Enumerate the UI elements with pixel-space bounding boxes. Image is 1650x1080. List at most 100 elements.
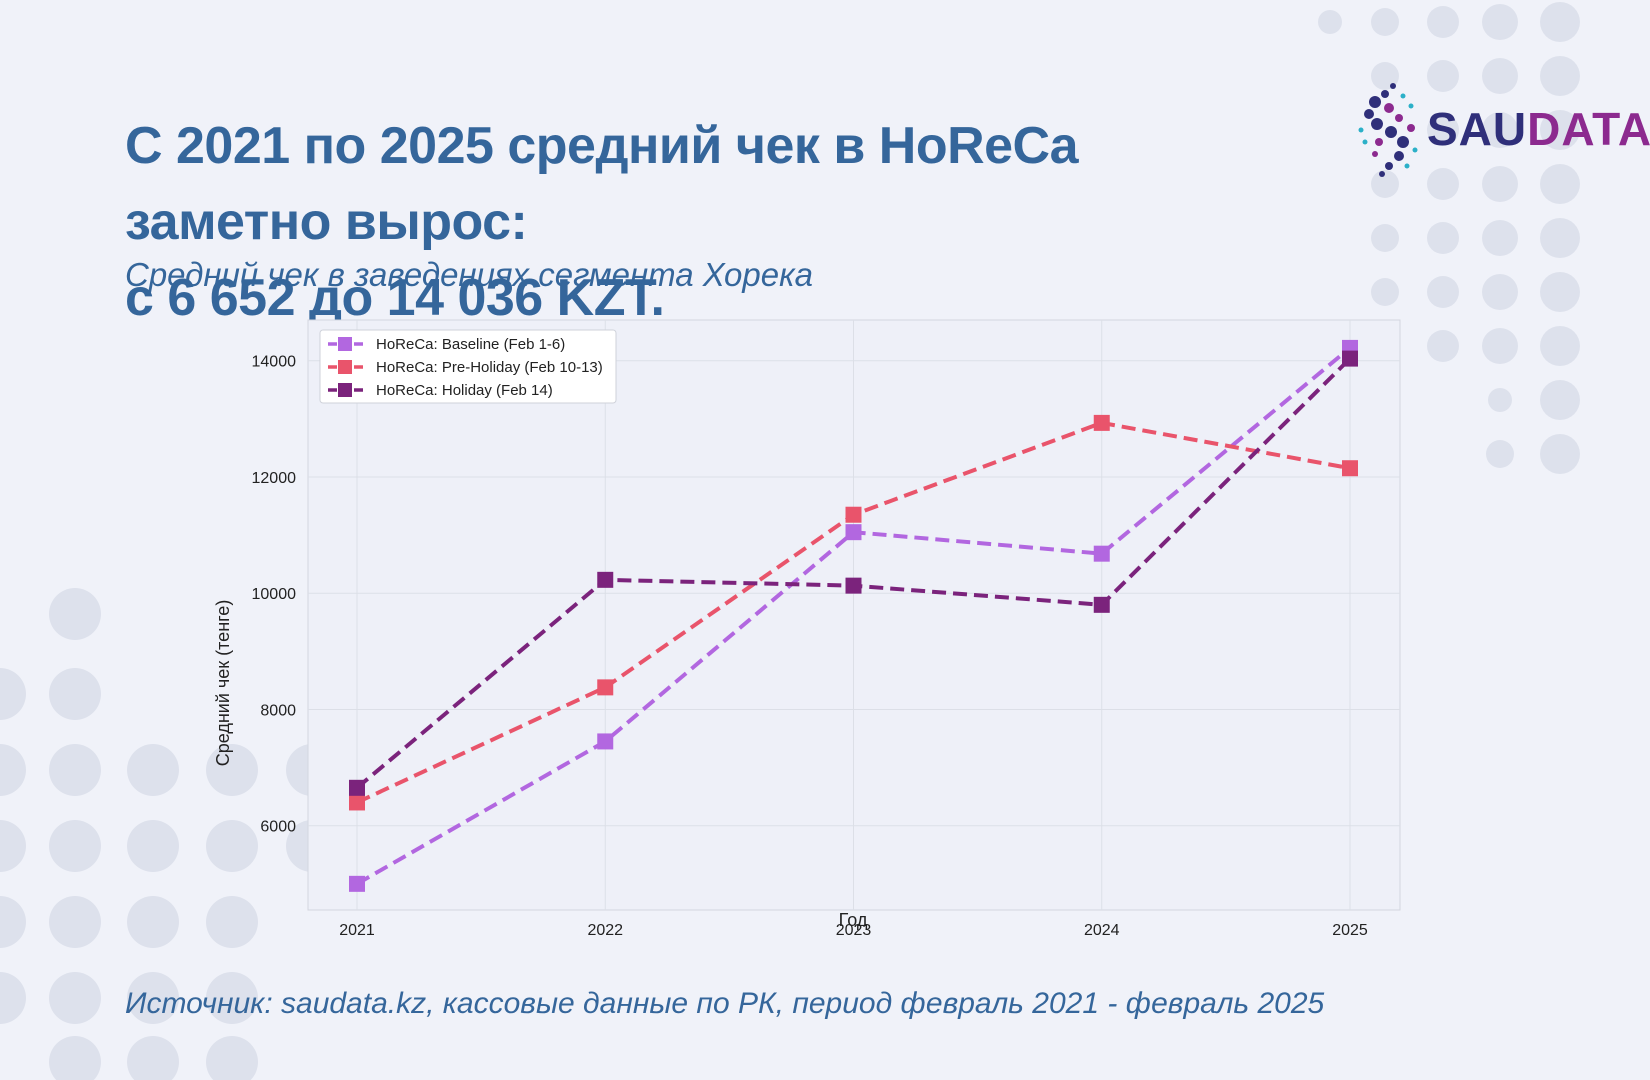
background-dot (1482, 58, 1518, 94)
background-dot (1427, 168, 1459, 200)
logo-mark-icon (1358, 83, 1418, 177)
chart-legend: HoReCa: Baseline (Feb 1-6) HoReCa: Pre-Ho… (319, 329, 617, 404)
background-dot (49, 820, 101, 872)
background-dot (1427, 6, 1459, 38)
background-dot (1540, 380, 1580, 420)
background-dot (1486, 440, 1514, 468)
data-point-marker (349, 794, 365, 811)
data-point-marker (1342, 350, 1358, 367)
legend-entry-label: HoReCa: Pre-Holiday (Feb 10-13) (376, 359, 603, 376)
background-dot (1488, 388, 1512, 412)
chart-subtitle: Средний чек в заведениях сегмента Хорека (125, 256, 814, 293)
background-dot (1540, 56, 1580, 96)
x-tick-label: 2025 (1332, 922, 1368, 939)
data-point-marker (1342, 460, 1358, 477)
background-dot (49, 1036, 101, 1080)
legend-box (319, 329, 617, 404)
x-axis-label: Год (839, 910, 868, 930)
background-dot (1540, 326, 1580, 366)
background-dot (1482, 328, 1518, 364)
background-dot (1540, 164, 1580, 204)
background-dot (1482, 4, 1518, 40)
data-point-marker (1093, 545, 1110, 562)
x-tick-label: 2024 (1084, 922, 1120, 939)
background-dot (1427, 330, 1459, 362)
headline: С 2021 по 2025 средний чек в HoReCa заме… (125, 108, 1275, 336)
background-dot (1371, 8, 1399, 36)
background-dot (1482, 274, 1518, 310)
background-dot (49, 972, 101, 1024)
background-dot (127, 896, 179, 948)
data-point-marker (845, 524, 862, 541)
y-tick-label: 6000 (260, 819, 296, 836)
logo-word-sau: SAU (1427, 103, 1528, 155)
y-tick-label: 10000 (252, 586, 297, 603)
background-dot (49, 896, 101, 948)
background-dot (49, 668, 101, 720)
background-dot (1482, 220, 1518, 256)
background-dot (1318, 10, 1342, 34)
background-dot (1427, 60, 1459, 92)
background-dot (1540, 110, 1580, 150)
data-point-marker (349, 779, 365, 796)
background-dot (127, 1036, 179, 1080)
background-dot (1540, 272, 1580, 312)
data-point-marker (597, 571, 614, 588)
data-point-marker (845, 577, 862, 594)
data-point-marker (597, 679, 614, 696)
logo-word-data: DATA (1527, 103, 1650, 155)
data-point-marker (597, 733, 614, 750)
y-axis-label: Средний чек (тенге) (213, 600, 233, 767)
background-dot (1427, 276, 1459, 308)
background-dot (0, 972, 26, 1024)
background-dot (0, 668, 26, 720)
background-dot (1540, 2, 1580, 42)
background-dot (1427, 114, 1459, 146)
legend-swatch-marker (338, 337, 352, 351)
x-tick-label: 2023 (836, 922, 872, 939)
background-dot (206, 1036, 258, 1080)
headline-line-2: с 6 652 до 14 036 KZT. (125, 269, 665, 327)
y-tick-label: 8000 (260, 702, 296, 719)
background-dot (1482, 166, 1518, 202)
saudata-logo: SAUDATA (1355, 80, 1650, 180)
background-dot (206, 820, 258, 872)
background-dot (1540, 434, 1580, 474)
background-dot (1371, 170, 1399, 198)
data-point-marker (1093, 596, 1110, 613)
background-dot (0, 744, 26, 796)
x-tick-label: 2021 (339, 922, 375, 939)
background-dot (49, 588, 101, 640)
background-dot (127, 820, 179, 872)
data-point-marker (1093, 414, 1110, 431)
background-dot (0, 820, 26, 872)
background-dot (1482, 112, 1518, 148)
plot-area: 2021 2022 2023 2024 2025 6000 8000 10000 12000 14… (252, 319, 1401, 939)
data-point-marker (845, 506, 862, 523)
average-check-line-chart: 2021 2022 2023 2024 2025 6000 8000 10000 12000 14… (213, 319, 1401, 939)
logo-wordmark: SAUDATA (1427, 102, 1650, 156)
background-dot (206, 972, 258, 1024)
y-tick-label: 12000 (252, 470, 297, 487)
background-dot (0, 896, 26, 948)
headline-line-1: С 2021 по 2025 средний чек в HoReCa заме… (125, 117, 1079, 251)
background-dot (206, 896, 258, 948)
background-dot (1371, 278, 1399, 306)
background-dot (1540, 218, 1580, 258)
source-note: Источник: saudata.kz, кассовые данные по… (125, 987, 1325, 1020)
background-dot (127, 972, 179, 1024)
background-dot (1371, 224, 1399, 252)
background-dot (1371, 62, 1399, 90)
x-tick-label: 2022 (587, 922, 623, 939)
background-dot (127, 744, 179, 796)
legend-entry-label: HoReCa: Baseline (Feb 1-6) (376, 336, 565, 353)
data-point-marker (349, 875, 365, 892)
legend-entry-label: HoReCa: Holiday (Feb 14) (376, 382, 553, 399)
background-dot (206, 744, 258, 796)
background-dot (49, 744, 101, 796)
legend-swatch-marker (338, 383, 352, 397)
y-tick-label: 14000 (252, 354, 297, 371)
background-dot (1427, 222, 1459, 254)
legend-swatch-marker (338, 360, 352, 374)
